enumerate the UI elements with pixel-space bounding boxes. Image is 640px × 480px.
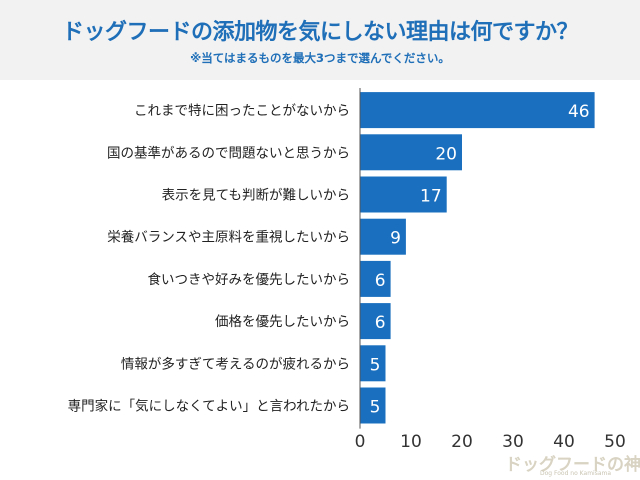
- chart-title: ドッグフードの添加物を気にしない理由は何ですか？: [61, 20, 579, 45]
- category-label: 専門家に「気にしなくてよい」と言われたから: [68, 398, 350, 415]
- data-label: 5: [370, 355, 381, 375]
- x-tick-label: 10: [400, 432, 422, 452]
- bar: [360, 260, 391, 297]
- x-tick-label: 50: [604, 432, 626, 452]
- header: [0, 0, 640, 80]
- logo: ドッグフードの神様: [505, 455, 640, 475]
- data-label: 6: [375, 271, 386, 291]
- data-label: 6: [375, 313, 386, 333]
- bar: [360, 387, 386, 424]
- category-label: 栄養バランスや主原料を重視したいから: [107, 229, 350, 246]
- category-label: 情報が多すぎて考えるのが疲れるから: [121, 355, 350, 372]
- bar: [360, 303, 391, 340]
- bar: [360, 134, 462, 171]
- category-label: 食いつきや好みを優先したいから: [148, 271, 351, 288]
- x-tick-label: 0: [355, 432, 366, 452]
- bar: [360, 345, 386, 382]
- bar: [360, 176, 447, 213]
- bar: [360, 92, 595, 129]
- x-tick-label: 30: [502, 432, 524, 452]
- data-label: 5: [370, 398, 381, 418]
- bar: [360, 218, 406, 255]
- category-label: これまで特に困ったことがないから: [134, 103, 350, 119]
- data-label: 9: [390, 229, 401, 249]
- data-label: 20: [435, 144, 457, 164]
- x-tick-label: 20: [451, 432, 473, 452]
- data-label: 17: [420, 187, 442, 207]
- category-label: 価格を優先したいから: [215, 314, 350, 330]
- logo-subtext: Dog Food no Kamisama: [540, 470, 612, 477]
- category-label: 国の基準があるので問題ないと思うから: [107, 144, 350, 161]
- chart-subtitle: ※当てはまるものを最大3つまで選んでください。: [190, 51, 450, 65]
- x-tick-label: 40: [553, 432, 575, 452]
- category-label: 表示を見ても判断が難しいから: [162, 188, 350, 204]
- data-label: 46: [568, 102, 590, 122]
